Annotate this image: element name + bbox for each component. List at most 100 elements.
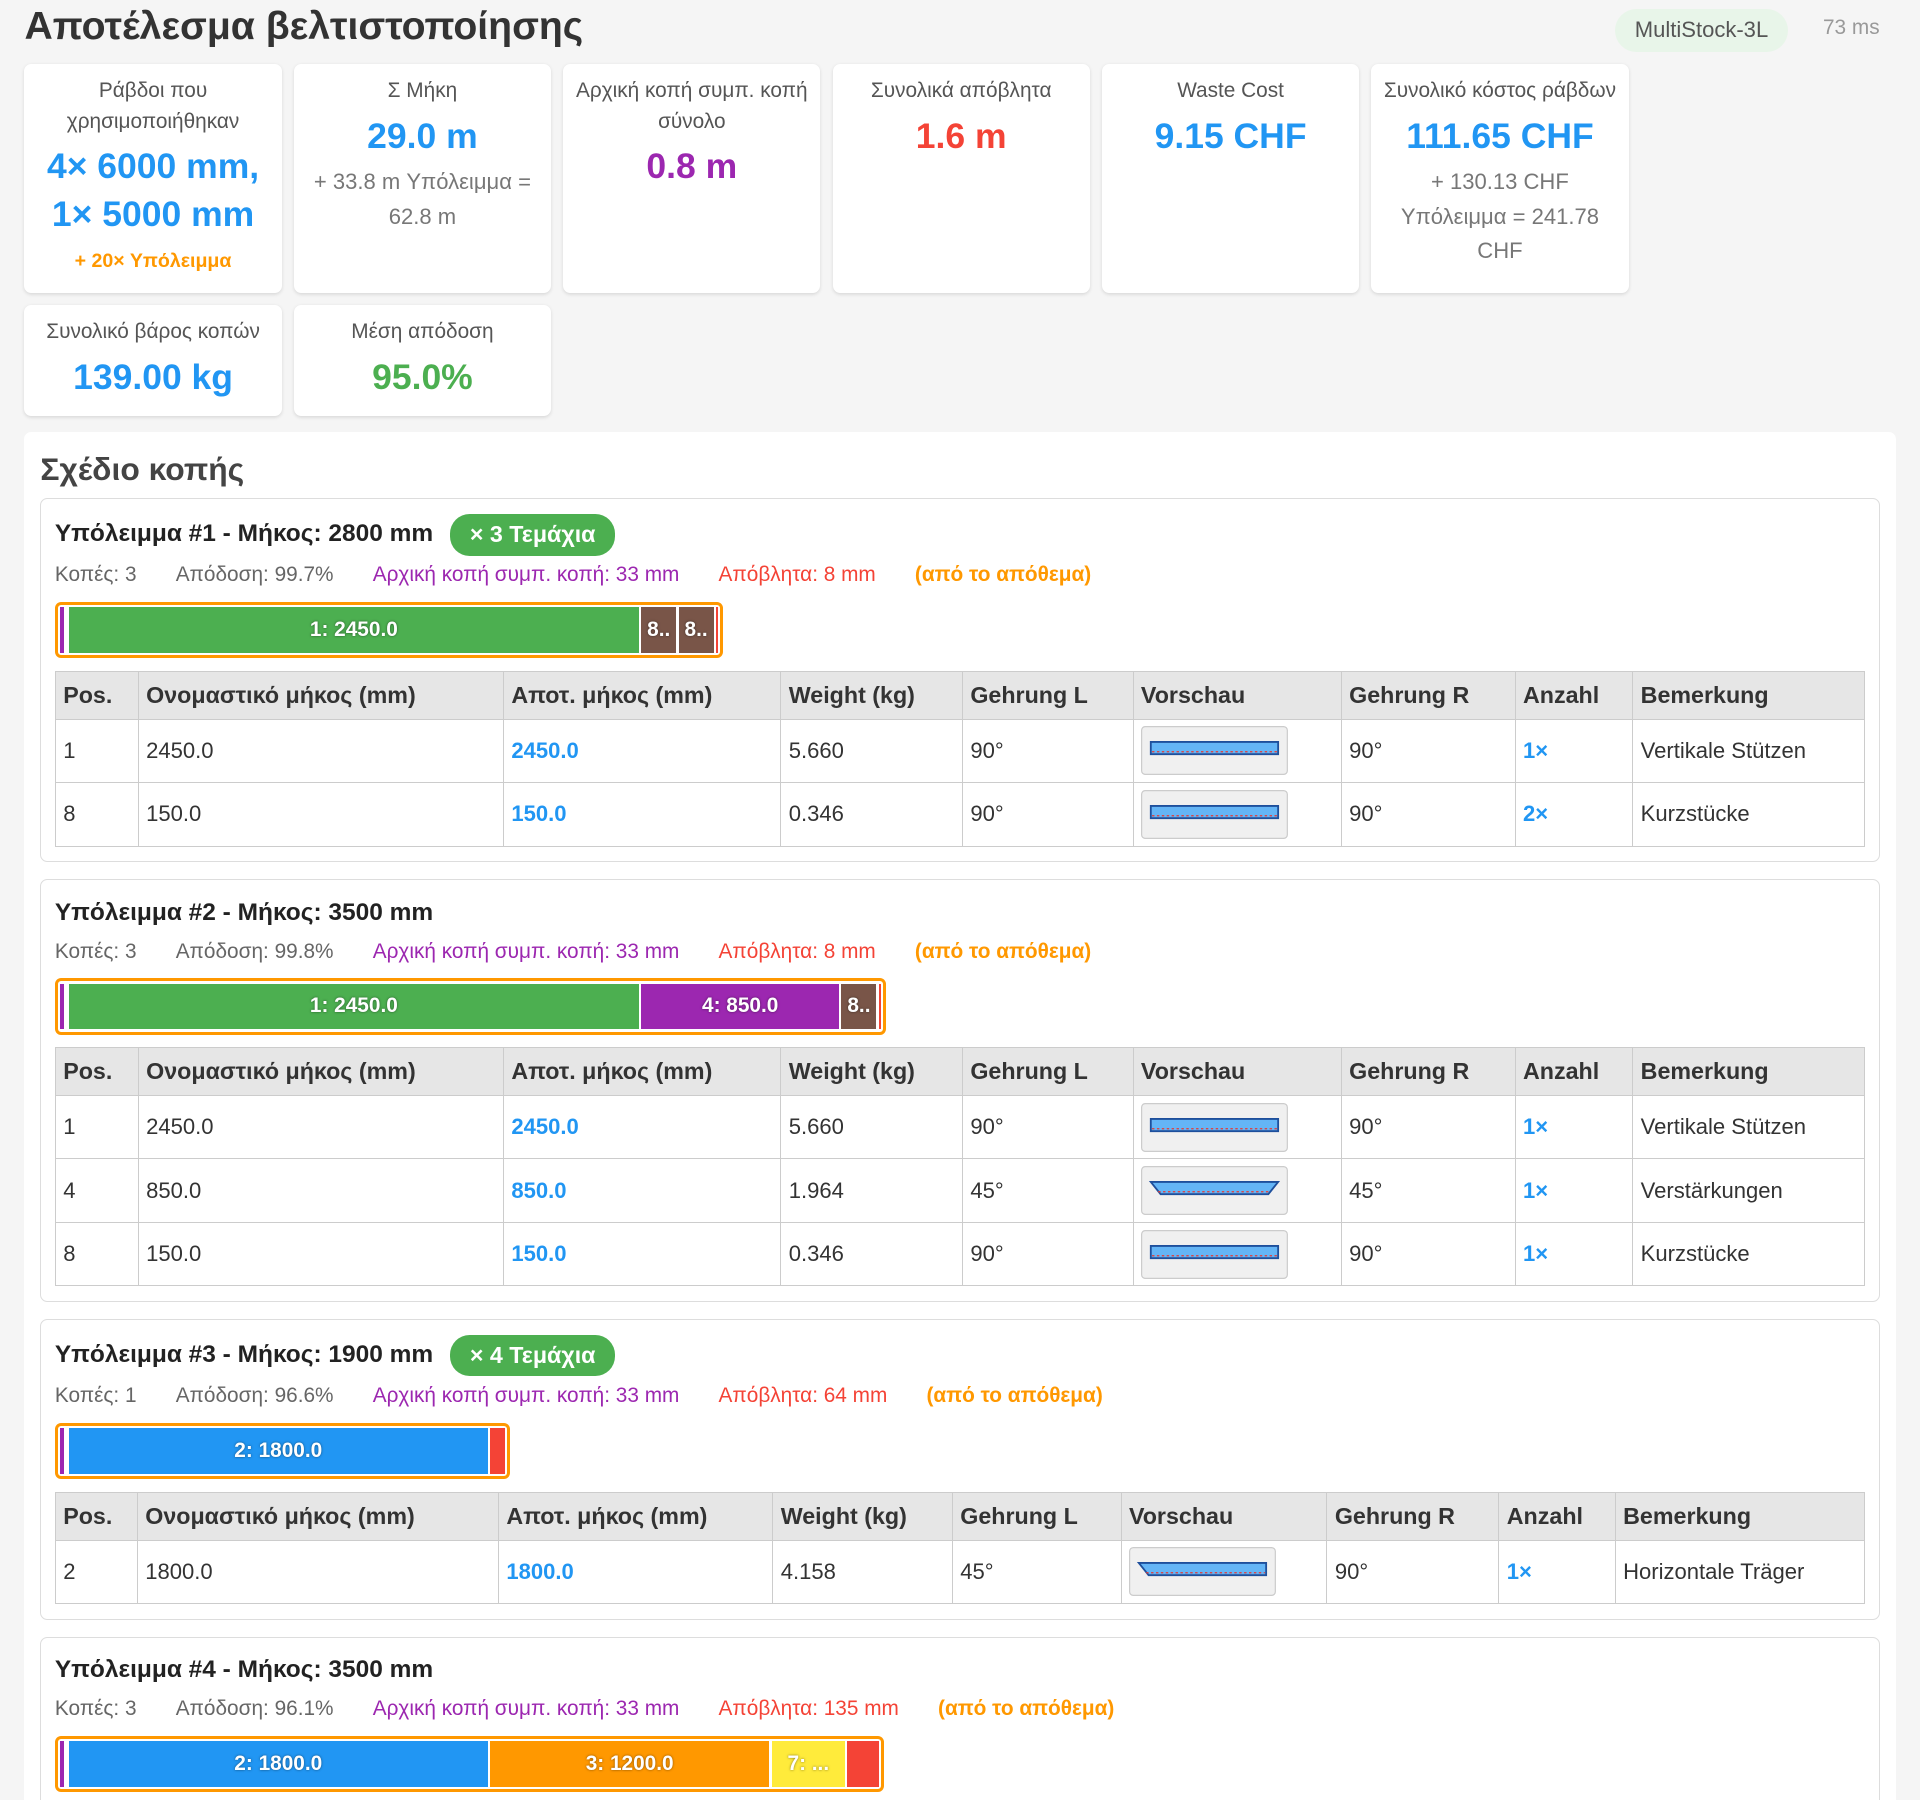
bar-segment: 8..: [678, 607, 714, 653]
segment-label: 1: 2450.0: [309, 618, 398, 642]
column-header: Pos.: [54, 1047, 139, 1096]
column-header: Anzahl: [1514, 1047, 1634, 1096]
cell: 90°: [961, 1094, 1134, 1160]
summary-card: Σ Μήκη 29.0 m + 33.8 m Υπόλειμμα = 62.8 m: [293, 63, 551, 293]
cell: 1: [54, 718, 139, 784]
column-header: Gehrung R: [1326, 1492, 1500, 1541]
cell: 5.660: [780, 718, 964, 784]
column-header: Vorschau: [1132, 671, 1342, 720]
section-title: Σχέδιο κοπής: [40, 451, 245, 488]
bar-segment: 3: 1200.0: [490, 1741, 770, 1787]
profile-preview: [1140, 726, 1288, 776]
cell: 0.346: [780, 1221, 964, 1287]
profile-preview: [1140, 1102, 1288, 1152]
preview-cell: [1132, 718, 1342, 784]
stat: Αρχική κοπή συμπ. κοπή: 33 mm: [372, 1697, 680, 1721]
stat: (από το απόθεμα): [914, 563, 1092, 587]
cell: 1×: [1498, 1539, 1616, 1604]
stock-group: Υπόλειμμα #4 - Μήκος: 3500 mm Κοπές: 3 Από…: [40, 1636, 1880, 1800]
cell: 2450.0: [137, 718, 505, 784]
cell: 1×: [1514, 718, 1634, 784]
part-row: 1 2450.0 2450.0 5.660 90° 90° 1× Vertikale Stüt…: [54, 718, 1866, 784]
bar-segment: 4: 850.0: [641, 983, 840, 1030]
column-header: Ονομαστικό μήκος (mm): [137, 671, 505, 720]
summary-card: Waste Cost 9.15 CHF: [1101, 63, 1360, 293]
cell: Kurzstücke: [1632, 782, 1866, 847]
card-note: + 20× Υπόλειμμα: [74, 249, 232, 272]
cell: 150.0: [503, 782, 782, 847]
stat: Κοπές: 3: [54, 563, 137, 587]
cell: 1800.0: [136, 1539, 500, 1604]
column-header: Bemerkung: [1632, 671, 1866, 720]
card-note: + 33.8 m Υπόλειμμα = 62.8 m: [313, 169, 531, 229]
group-title: Υπόλειμμα #3 - Μήκος: 1900 mm: [54, 1341, 434, 1369]
cell: 1×: [1514, 1094, 1634, 1160]
group-stats: Κοπές: 3 Απόδοση: 99.7% Αρχική κοπή συμπ. …: [55, 560, 1865, 589]
cell: 90°: [1340, 718, 1516, 784]
card-note: + 130.13 CHF Υπόλειμμα = 241.78 CHF: [1400, 169, 1599, 263]
group-header: Υπόλειμμα #1 - Μήκος: 2800 mm × 3 Τεμάχια: [55, 513, 1865, 556]
cell: 90°: [961, 1221, 1134, 1287]
group-stats: Κοπές: 3 Απόδοση: 96.1% Αρχική κοπή συμπ. …: [55, 1694, 1865, 1723]
segment-label: 3: 1200.0: [585, 1751, 674, 1775]
summary-card: Συνολικό κόστος ράβδων 111.65 CHF + 130.13…: [1371, 63, 1629, 293]
header-row: Pos. Ονομαστικό μήκος (mm) Αποτ. μήκος (mm…: [54, 1492, 1866, 1541]
cell: 90°: [1340, 1094, 1516, 1160]
segment-label: 8..: [684, 618, 708, 642]
group-title: Υπόλειμμα #2 - Μήκος: 3500 mm: [54, 899, 434, 927]
cell: 850.0: [137, 1158, 505, 1223]
segment-label: 2: 1800.0: [234, 1439, 323, 1463]
card-value: 4× 6000 mm, 1× 5000 mm: [46, 146, 260, 234]
cell: 2×: [1514, 782, 1634, 847]
cell: 0.346: [780, 782, 964, 847]
summary-card: Συνολικά απόβλητα 1.6 m: [832, 63, 1090, 293]
bar-segment: 1: 2450.0: [68, 607, 639, 653]
bar-segment: 7: ...: [771, 1741, 845, 1787]
summary-cards: Ράβδοι που χρησιμοποιήθηκαν 4× 6000 mm, 1…: [0, 61, 1920, 417]
card-value: 9.15 CHF: [1154, 115, 1307, 156]
card-label: Συνολικό βάρος κοπών: [46, 320, 260, 344]
stat: Απόβλητα: 135 mm: [718, 1697, 899, 1721]
part-row: 8 150.0 150.0 0.346 90° 90° 1× Kurzstücke: [54, 1221, 1866, 1287]
stat: Απόδοση: 96.1%: [175, 1697, 334, 1721]
bar-segment: 2: 1800.0: [68, 1741, 488, 1787]
group-header: Υπόλειμμα #3 - Μήκος: 1900 mm × 4 Τεμάχια: [54, 1334, 1865, 1377]
group-stats: Κοπές: 3 Απόδοση: 99.8% Αρχική κοπή συμπ. …: [55, 937, 1865, 966]
cut-bar: 2: 1800.0 3: 1200.0 7: ...: [54, 1735, 885, 1793]
column-header: Bemerkung: [1614, 1492, 1866, 1541]
bar-segment: [490, 1428, 505, 1474]
preview-cell: [1132, 1158, 1342, 1223]
cell: 1.964: [780, 1158, 964, 1223]
cell: 2450.0: [503, 718, 782, 784]
cell: Vertikale Stützen: [1632, 1094, 1866, 1160]
segment-label: 4: 850.0: [702, 994, 779, 1018]
part-row: 8 150.0 150.0 0.346 90° 90° 2× Kurzstücke: [54, 782, 1866, 847]
header-row: Pos. Ονομαστικό μήκος (mm) Αποτ. μήκος (mm…: [54, 1047, 1866, 1096]
bar-segment: 1: 2450.0: [68, 983, 639, 1030]
segment-label: 1: 2450.0: [309, 994, 398, 1018]
stat: Απόδοση: 99.7%: [175, 563, 334, 587]
card-label: Μέση απόδοση: [351, 320, 494, 344]
column-header: Pos.: [54, 671, 139, 720]
cell: 5.660: [780, 1094, 964, 1160]
cell: 90°: [1326, 1539, 1500, 1604]
column-header: Αποτ. μήκος (mm): [503, 671, 782, 720]
cell: 2: [54, 1539, 138, 1604]
trim-cut: [60, 983, 64, 1030]
cell: 150.0: [503, 1221, 782, 1287]
cell: 150.0: [137, 1221, 505, 1287]
summary-card: Συνολικό βάρος κοπών 139.00 kg: [24, 304, 282, 417]
group-header: Υπόλειμμα #4 - Μήκος: 3500 mm: [55, 1652, 1865, 1689]
algorithm-badge: MultiStock-3L: [1615, 8, 1788, 52]
cell: 8: [54, 782, 139, 847]
stat: Αρχική κοπή συμπ. κοπή: 33 mm: [372, 563, 680, 587]
bar-wrap: 1: 2450.0 4: 850.0 8..: [54, 966, 1865, 1035]
stat: (από το απόθεμα): [938, 1697, 1115, 1721]
summary-card: Αρχική κοπή συμπ. κοπή σύνολο 0.8 m: [563, 63, 821, 293]
summary-card: Μέση απόδοση 95.0%: [293, 304, 551, 417]
bar-wrap: 1: 2450.0 8.. 8..: [54, 590, 1865, 659]
preview-cell: [1132, 782, 1342, 847]
column-header: Αποτ. μήκος (mm): [498, 1492, 774, 1541]
card-value: 29.0 m: [367, 115, 478, 156]
part-row: 1 2450.0 2450.0 5.660 90° 90° 1× Vertikale Stüt…: [54, 1094, 1866, 1160]
